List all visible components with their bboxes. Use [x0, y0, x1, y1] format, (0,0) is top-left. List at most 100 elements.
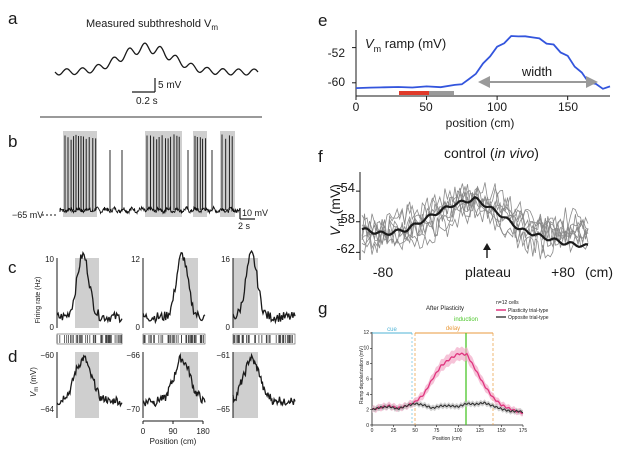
- panel-e-width-arrow: [478, 76, 598, 88]
- panel-g-cue-zone: [372, 332, 413, 425]
- panel-g-ylabel: Ramp depolarization (mV): [359, 346, 365, 404]
- panel-e-ticks: [352, 47, 569, 100]
- panel-g-opposite-line: [371, 401, 524, 414]
- panel-c-ymin-label: 0: [136, 323, 141, 332]
- panel-c-label: c: [8, 258, 17, 277]
- panel-f-ytick-1: -58: [336, 211, 355, 226]
- panel-c-raster-ticks: [56, 335, 122, 343]
- panel-f-trial-line: [361, 186, 589, 250]
- panel-c-raster-box: [232, 333, 296, 345]
- panel-g-xtick-7: 175: [519, 428, 528, 434]
- panel-c-rate-line: [232, 249, 296, 325]
- panel-e-gray-bar: [429, 91, 454, 95]
- panel-f-label: f: [318, 147, 323, 166]
- panel-d-label: d: [8, 347, 17, 366]
- panel-e-label: e: [318, 11, 327, 30]
- panel-d-xtick-0: 0: [141, 427, 146, 436]
- panel-d-ytop-label: −66: [126, 351, 140, 360]
- panel-a-title: Measured subthreshold Vm: [86, 18, 218, 32]
- panel-b-scale-v-label: 10 mV: [242, 208, 268, 218]
- panel-e-title: Vm ramp (mV): [365, 36, 446, 54]
- panel-f-mean-line: [361, 195, 589, 249]
- panel-d-vm-line: [142, 353, 206, 408]
- panel-c-field-shade: [180, 258, 198, 328]
- panel-b-fields: [63, 131, 235, 217]
- panel-f-xtick-2: +80: [551, 264, 575, 280]
- panel-f-ytick-2: -62: [336, 241, 355, 256]
- panel-c-ymax-label: 10: [45, 255, 54, 264]
- panel-g-ytick-5: 10: [363, 346, 369, 352]
- panel-c-raster-ticks: [143, 335, 204, 343]
- panel-f-trial-line: [361, 186, 589, 255]
- panel-f-title: control (in vivo): [444, 145, 539, 161]
- panel-f-trial-line: [361, 187, 589, 254]
- panel-e-xtick-1: 50: [419, 100, 433, 114]
- panel-g-xtick-1: 25: [391, 428, 397, 434]
- panel-e-ramp-line: [355, 35, 611, 90]
- panel-d-ybottom-label: −70: [126, 405, 140, 414]
- panel-a-scale-v-label: 5 mV: [158, 80, 182, 91]
- panel-g-ytick-4: 8: [366, 361, 369, 367]
- panel-g-delay-zone: [414, 332, 494, 425]
- panel-f-trial-line: [361, 185, 589, 248]
- panel-g-ytick-6: 12: [363, 330, 369, 336]
- panel-g-title: After Plasticity: [426, 306, 464, 312]
- panel-d-vm-line: [56, 354, 123, 408]
- panel-g-ytick-3: 6: [366, 377, 369, 383]
- panel-g-ytick-0: 0: [366, 423, 369, 429]
- panel-a-subthreshold-trace: [54, 42, 259, 76]
- panel-b-spike-trace: [59, 134, 241, 215]
- panel-c-ylabel: Firing rate (Hz): [35, 277, 42, 324]
- panel-e-xtick-2: 100: [487, 100, 507, 114]
- panel-d-ybottom-label: −64: [40, 405, 54, 414]
- panel-d-field-shade: [180, 352, 198, 418]
- panel-g-cue-label: cue: [387, 327, 397, 333]
- panel-g-xlabel: Position (cm): [432, 436, 462, 442]
- panel-g-legend-plasticity: Plasticity trial-type: [508, 308, 549, 314]
- panel-d-xtick-2: 180: [196, 427, 210, 436]
- panel-g-xtick-labels: 0 25 50 75 100 125 150 175: [371, 428, 528, 434]
- panel-d-vm-line: [232, 352, 296, 407]
- panel-c-ymax-label: 16: [221, 255, 230, 264]
- panel-f-xunit: (cm): [585, 264, 613, 280]
- panel-f-xtick-0: -80: [373, 264, 393, 280]
- panel-f-individual-traces: [361, 182, 589, 260]
- panel-d-xtick-1: 90: [169, 427, 178, 436]
- panel-d-ytop-label: −60: [40, 351, 54, 360]
- panel-e-ytick-1: -60: [328, 75, 346, 89]
- panel-d-ytop-label: −61: [216, 351, 230, 360]
- panel-e-ytick-0: -52: [328, 46, 346, 60]
- panel-g-label: g: [318, 299, 327, 318]
- panel-c-ymin-label: 0: [50, 323, 55, 332]
- panel-g-ytick-2: 4: [366, 392, 369, 398]
- panel-g-ticks: [370, 332, 524, 427]
- panel-g-xtick-3: 75: [434, 428, 440, 434]
- panel-d-xlabel: Position (cm): [150, 437, 197, 446]
- panel-b-label: b: [8, 132, 17, 151]
- panel-e-xtick-0: 0: [353, 100, 360, 114]
- panel-c-plots: 10 0 12 0 16 0: [45, 249, 296, 345]
- panel-f-trial-line: [361, 182, 589, 236]
- panel-g-xtick-2: 50: [412, 428, 418, 434]
- panel-e-red-bar: [399, 91, 429, 95]
- panel-g-xtick-5: 125: [476, 428, 485, 434]
- panel-g-induction-label: induction: [454, 317, 478, 323]
- panel-g-xtick-4: 100: [454, 428, 463, 434]
- panel-g-delay-label: delay: [446, 326, 460, 332]
- panel-g-ytick-1: 2: [366, 408, 369, 414]
- panel-d-ylabel: Vm (mV): [29, 367, 40, 397]
- panel-a-label: a: [8, 9, 18, 28]
- panel-e-width-label: width: [521, 64, 552, 79]
- panel-c-rate-line: [142, 251, 206, 325]
- panel-g-legend-opposite: Opposite trial-type: [508, 315, 549, 321]
- panel-g-xtick-6: 150: [497, 428, 506, 434]
- panel-c-raster-ticks: [233, 335, 293, 343]
- panel-c-ymin-label: 0: [226, 323, 231, 332]
- panel-d-ybottom-label: −65: [216, 405, 230, 414]
- panel-c-rate-line: [56, 250, 123, 324]
- panel-b-baseline-label: −65 mV: [12, 210, 43, 220]
- panel-d-plots: −60 −64 −66 −70 −61 −65: [40, 351, 296, 418]
- panel-f-ytick-0: -54: [336, 180, 355, 195]
- panel-a-scale-t-label: 0.2 s: [136, 96, 158, 107]
